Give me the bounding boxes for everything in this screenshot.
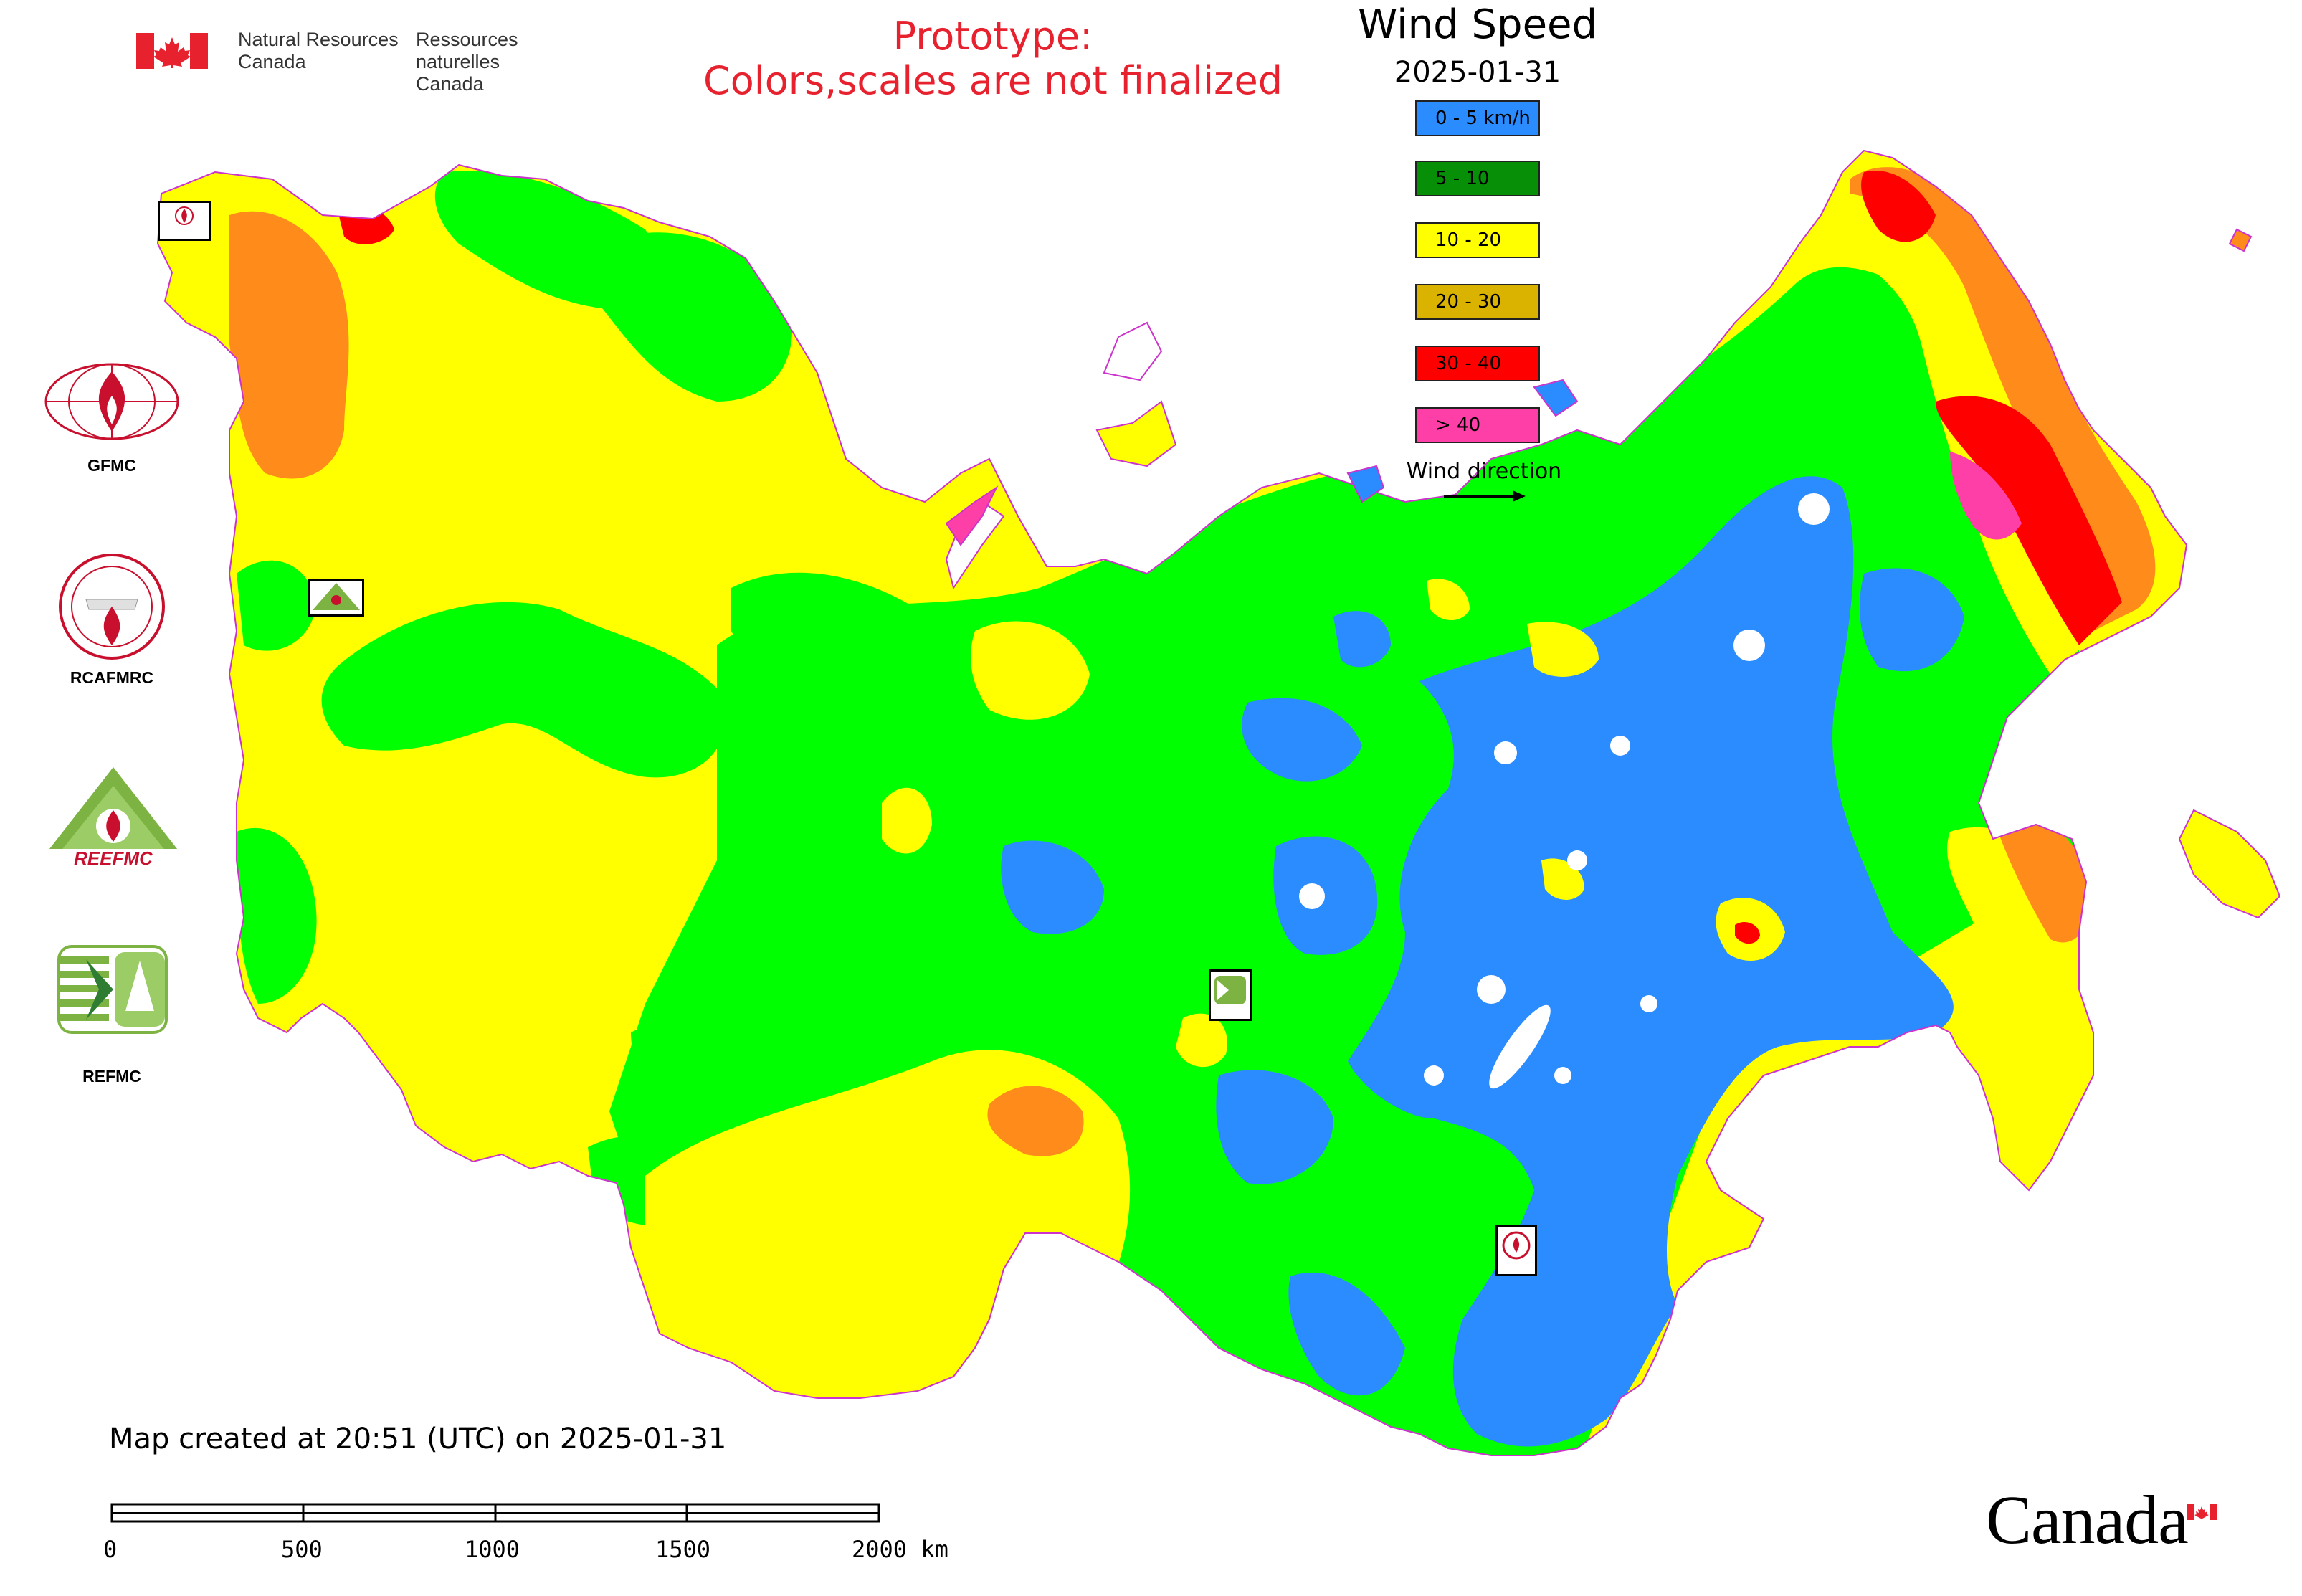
scale-label-2000-km: 2000 km [852, 1536, 948, 1563]
refmc-label: REFMC [82, 1067, 141, 1086]
svg-text:REEFMC: REEFMC [74, 847, 153, 869]
scale-label-1500: 1500 [655, 1536, 711, 1563]
legend-item-0-5: 0 - 5 km/h [1415, 100, 1540, 136]
legend-item-30-40: 30 - 40 [1415, 346, 1540, 381]
legend-title: Wind Speed [1357, 1, 1598, 48]
nrcan-signature: Natural Resources Canada Ressources natu… [136, 29, 602, 95]
canada-flag-icon [136, 33, 208, 69]
prototype-line-1: Prototype: [893, 14, 1093, 59]
rcafmrc-label: RCAFMRC [70, 668, 154, 687]
legend-item-10-20: 10 - 20 [1415, 222, 1540, 258]
legend-item-over-40: > 40 [1415, 407, 1540, 443]
gfmc-logo-icon [44, 363, 179, 440]
rcafmrc-marker-icon [1502, 1231, 1531, 1260]
rcafmrc-logo-icon [59, 554, 165, 660]
prototype-line-2: Colors,scales are not finalized [703, 58, 1283, 103]
map-marker-gfmc[interactable] [158, 201, 211, 241]
nrcan-french-name: Ressources naturelles Canada [416, 29, 518, 95]
map-marker-rcafmrc[interactable] [1495, 1225, 1537, 1276]
canada-wordmark: Canada [1986, 1481, 2189, 1558]
scale-bar [110, 1503, 880, 1523]
wind-direction-arrow-icon [1444, 490, 1526, 502]
canada-wordmark-flag-icon [2187, 1504, 2217, 1520]
scale-label-0: 0 [103, 1536, 118, 1563]
refmc-marker-icon [1214, 976, 1246, 1004]
reefmc-logo-icon: REEFMC [42, 767, 185, 869]
legend-date: 2025-01-31 [1394, 56, 1561, 89]
map-marker-refmc[interactable] [1209, 969, 1252, 1021]
gfmc-marker-icon [175, 206, 194, 225]
legend-item-20-30: 20 - 30 [1415, 284, 1540, 320]
scale-label-1000: 1000 [465, 1536, 520, 1563]
refmc-logo-icon [57, 945, 168, 1034]
map-created-timestamp: Map created at 20:51 (UTC) on 2025-01-31 [109, 1422, 727, 1455]
legend-item-5-10: 5 - 10 [1415, 161, 1540, 196]
map-marker-reefmc[interactable] [308, 579, 364, 617]
gfmc-label: GFMC [87, 456, 136, 475]
wind-direction-label: Wind direction [1406, 459, 1562, 484]
reefmc-marker-icon [313, 583, 360, 610]
scale-label-500: 500 [281, 1536, 323, 1563]
nrcan-english-name: Natural Resources Canada [238, 29, 399, 72]
prototype-note: Prototype: Colors,scales are not finaliz… [631, 14, 1355, 103]
